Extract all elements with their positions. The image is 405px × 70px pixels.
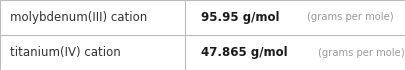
- Text: (grams per mole): (grams per mole): [307, 13, 393, 22]
- Text: (grams per mole): (grams per mole): [317, 48, 403, 57]
- Text: 47.865 g/mol: 47.865 g/mol: [200, 46, 287, 59]
- Text: titanium(IV) cation: titanium(IV) cation: [10, 46, 121, 59]
- Text: 95.95 g/mol: 95.95 g/mol: [200, 11, 279, 24]
- Text: molybdenum(III) cation: molybdenum(III) cation: [10, 11, 147, 24]
